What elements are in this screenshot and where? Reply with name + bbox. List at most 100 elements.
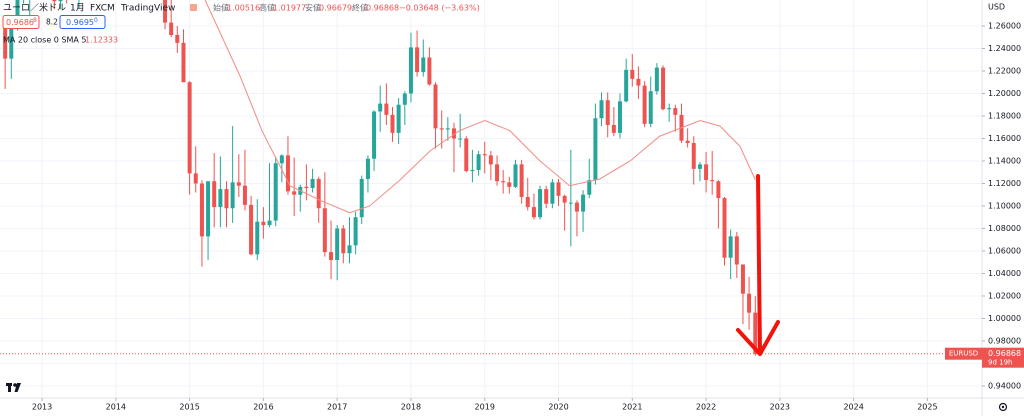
candle-body — [58, 0, 63, 2]
interval: 1月 — [70, 3, 85, 14]
candle-body — [365, 158, 370, 179]
buy-price[interactable]: 0.9695 — [66, 18, 94, 27]
candle-body — [169, 22, 174, 35]
candle-body — [193, 173, 198, 184]
candle-body — [476, 154, 481, 170]
candle-body — [710, 180, 715, 182]
high-value: 1.01977 — [273, 4, 306, 13]
candle-body — [353, 217, 358, 246]
countdown: 9d 19h — [988, 359, 1012, 367]
candle-body — [728, 236, 733, 258]
high-label: 高値 — [259, 3, 275, 13]
currency: USD — [988, 3, 1005, 12]
low-value: 0.96679 — [319, 4, 352, 13]
candle-body — [347, 245, 352, 254]
candle-body — [538, 189, 543, 218]
x-tick-label: 2023 — [770, 403, 790, 412]
symbol: ユーロ／米ドル — [3, 2, 66, 14]
candle-body — [427, 57, 432, 85]
candle-body — [661, 67, 666, 110]
x-tick-label: 2020 — [548, 403, 568, 412]
candle-body — [292, 191, 297, 195]
candle-body — [458, 138, 463, 140]
last-price-tag: 0.96868 — [988, 349, 1021, 358]
candle-body — [740, 264, 745, 294]
x-tick-label: 2014 — [106, 403, 126, 412]
candle-body — [716, 181, 721, 199]
low-label: 安値 — [305, 3, 321, 13]
y-tick-label: 1.10000 — [988, 201, 1021, 210]
candle-body — [384, 103, 389, 115]
candle-body — [402, 93, 407, 105]
candle-body — [704, 164, 709, 181]
candle-body — [599, 100, 604, 119]
candle-body — [691, 142, 696, 169]
candle-body — [636, 78, 641, 86]
candle-body — [439, 128, 444, 130]
candle-body — [310, 178, 315, 188]
candle-body — [753, 312, 758, 354]
candle-body — [218, 189, 223, 208]
y-tick-label: 1.16000 — [988, 134, 1021, 143]
candle-body — [408, 47, 413, 94]
indicator-value: 1.12333 — [85, 36, 118, 45]
candle-body — [574, 202, 579, 212]
candle-body — [525, 196, 530, 208]
candle-body — [329, 252, 334, 260]
buy-price-small[interactable]: 0 — [94, 17, 98, 24]
candle-body — [3, 19, 8, 59]
candle-body — [501, 181, 506, 183]
open-label: 始値 — [213, 3, 229, 13]
candle-body — [206, 181, 211, 237]
candle-body — [316, 178, 321, 209]
y-tick-label: 1.14000 — [988, 156, 1021, 165]
candle-body — [212, 181, 217, 208]
change: −0.03648 (−3.63%) — [399, 4, 480, 13]
sell-price[interactable]: 0.9686 — [6, 18, 34, 27]
close-label: 終値 — [352, 3, 368, 13]
buy-button[interactable] — [59, 15, 106, 29]
candle-body — [341, 228, 346, 254]
x-tick-label: 2013 — [32, 403, 52, 412]
candle-body — [396, 104, 401, 133]
sma-line — [204, 0, 756, 214]
candle-body — [482, 154, 487, 156]
candle-body — [488, 155, 493, 165]
candle-body — [519, 164, 524, 197]
candle-body — [556, 182, 561, 196]
y-tick-label: 1.22000 — [988, 66, 1021, 75]
sell-button[interactable] — [2, 15, 40, 29]
sell-price-small[interactable]: 8 — [33, 17, 37, 24]
candle-body — [445, 128, 450, 130]
y-tick-label: 1.24000 — [988, 44, 1021, 53]
candle-body — [630, 69, 635, 79]
candle-body — [236, 182, 241, 186]
settings-icon[interactable] — [998, 402, 1008, 412]
candle-body — [15, 0, 20, 29]
candle-body — [470, 169, 475, 172]
candle-body — [617, 101, 622, 133]
candle-body — [359, 178, 364, 218]
candle-body — [199, 183, 204, 237]
candle-body — [9, 28, 14, 59]
close-value: 0.96868 — [366, 4, 399, 13]
candle-body — [605, 100, 610, 125]
symbol-tag-bg — [945, 347, 982, 360]
candle-body — [255, 221, 260, 255]
candle-body — [611, 124, 616, 133]
last-price-tag-bg — [982, 347, 1024, 368]
candle-body — [697, 164, 702, 169]
candle-body — [562, 195, 567, 203]
candle-body — [667, 108, 672, 110]
candle-body — [648, 91, 653, 124]
candle-body — [587, 180, 592, 195]
candle-body — [507, 182, 512, 187]
candle-body — [335, 228, 340, 260]
candle-body — [513, 164, 518, 187]
candle-body — [673, 108, 678, 115]
x-tick-label: 2018 — [401, 403, 421, 412]
candle-body — [242, 185, 247, 205]
candle-body — [175, 34, 180, 43]
candle-body — [261, 221, 266, 226]
